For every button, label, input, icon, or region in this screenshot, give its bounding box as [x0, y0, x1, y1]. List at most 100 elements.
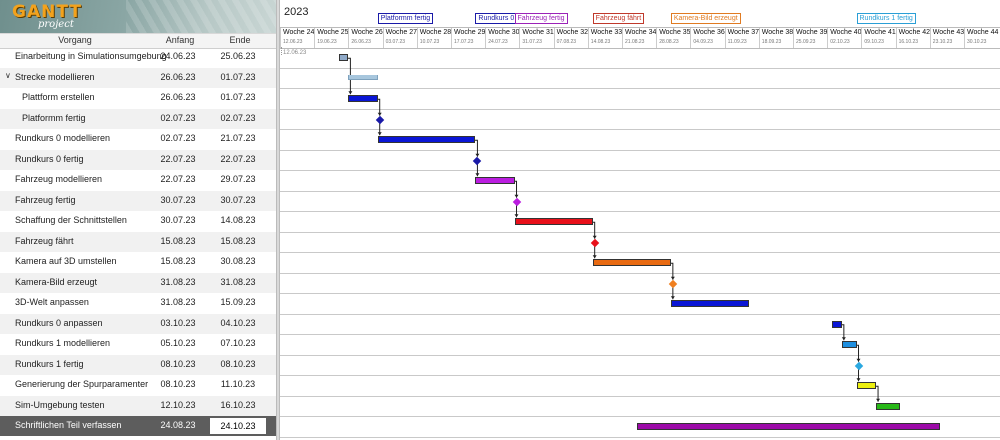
task-name: Schaffung der Schnittstellen — [15, 215, 127, 225]
week-name: Woche 36 — [693, 29, 725, 36]
row-gridline — [280, 293, 1000, 294]
task-row[interactable]: Schriftlichen Teil verfassen 24.08.23 24.1… — [0, 416, 276, 436]
task-name: Sim-Umgebung testen — [15, 399, 105, 410]
column-header-end[interactable]: Ende — [229, 35, 251, 45]
logo-hex-pattern — [126, 0, 276, 33]
week-date: 25.09.23 — [796, 39, 816, 45]
row-gridline — [280, 108, 1000, 110]
task-name: 3D-Welt anpassen — [15, 297, 89, 307]
task-row[interactable]: Sim-Umgebung testen 12.10.23 16.10.23 — [0, 395, 276, 416]
week-name: Woche 25 — [317, 29, 349, 36]
task-row[interactable]: 3D-Welt anpassen 31.08.23 15.09.23 — [0, 293, 276, 313]
row-gridline — [280, 416, 1000, 417]
milestone-header-label[interactable]: Fahrzeug fährt — [592, 13, 645, 24]
task-row[interactable]: Rundkurs 1 fertig 08.10.23 08.10.23 — [0, 354, 276, 375]
task-row[interactable]: Kamera-Bild erzeugt 31.08.23 31.08.23 — [0, 272, 276, 293]
task-bar[interactable] — [348, 95, 378, 103]
task-start-date: 24.06.23 — [160, 51, 196, 61]
task-start-date: 24.08.23 — [160, 420, 196, 430]
week-column: Woche 28 10.07.23 — [416, 28, 452, 48]
task-bar[interactable] — [338, 54, 349, 62]
today-marker — [281, 47, 282, 55]
task-bar[interactable] — [377, 136, 476, 144]
task-row[interactable]: Rundkurs 0 modellieren 02.07.23 21.07.23 — [0, 129, 276, 149]
milestone-header-label[interactable]: Rundkurs 1 fertig — [856, 13, 916, 24]
today-label: 12.06.23 — [283, 50, 307, 56]
task-name: Einarbeitung in Simulationsumgebung — [15, 51, 167, 61]
task-row[interactable]: Rundkurs 1 modellieren 05.10.23 07.10.23 — [0, 334, 276, 354]
row-gridline — [280, 170, 1000, 171]
task-end-date: 16.10.23 — [220, 399, 256, 410]
task-row[interactable]: Fahrzeug fährt 15.08.23 15.08.23 — [0, 231, 276, 252]
task-row[interactable]: Fahrzeug fertig 30.07.23 30.07.23 — [0, 190, 276, 211]
dependency-arrow — [855, 344, 860, 362]
week-date: 31.07.23 — [522, 39, 542, 45]
summary-bar[interactable] — [348, 74, 378, 80]
arrowhead-icon — [475, 173, 480, 177]
week-timeline: Woche 24 12.06.23 Woche 25 19.06.23 Woche 26… — [280, 27, 1000, 49]
task-row[interactable]: Fahrzeug modellieren 22.07.23 29.07.23 — [0, 170, 276, 190]
task-bar[interactable] — [856, 382, 877, 390]
milestone-header-label[interactable]: Kamera-Bild erzeugt — [670, 13, 741, 24]
task-bar[interactable] — [841, 341, 857, 349]
row-gridline — [280, 149, 1000, 151]
panel-splitter[interactable] — [276, 0, 280, 440]
column-header-start[interactable]: Anfang — [165, 35, 195, 45]
arrowhead-icon — [592, 255, 597, 259]
week-date: 17.07.23 — [454, 39, 474, 45]
task-start-date: 22.07.23 — [160, 153, 196, 164]
task-row[interactable]: Platformm fertig 02.07.23 02.07.23 — [0, 108, 276, 129]
task-bar[interactable] — [514, 218, 593, 226]
task-row[interactable]: Plattform erstellen 26.06.23 01.07.23 — [0, 88, 276, 108]
task-bar[interactable] — [592, 259, 671, 267]
task-bar[interactable] — [670, 300, 749, 308]
task-start-date: 31.08.23 — [160, 276, 196, 287]
week-name: Woche 32 — [556, 29, 588, 36]
week-name: Woche 26 — [351, 29, 383, 36]
task-row[interactable]: ∨ Strecke modellieren 26.06.23 01.07.23 — [0, 67, 276, 88]
column-header-task[interactable]: Vorgang — [58, 35, 92, 45]
task-row[interactable]: Rundkurs 0 anpassen 03.10.23 04.10.23 — [0, 313, 276, 334]
task-end-date: 04.10.23 — [220, 317, 256, 328]
arrowhead-icon — [876, 398, 881, 402]
week-name: Woche 39 — [796, 29, 828, 36]
task-row[interactable]: Rundkurs 0 fertig 22.07.23 22.07.23 — [0, 149, 276, 170]
task-end-date: 15.08.23 — [220, 235, 256, 246]
task-row[interactable]: Kamera auf 3D umstellen 15.08.23 30.08.23 — [0, 252, 276, 272]
task-bar[interactable] — [636, 423, 940, 431]
gantt-chart: 2023 Platformm fertig Rundkurs 0 fe Fahrze… — [280, 0, 1000, 440]
row-gridline — [280, 334, 1000, 335]
task-start-date: 02.07.23 — [160, 133, 196, 143]
task-name: Kamera-Bild erzeugt — [15, 276, 98, 287]
week-column: Woche 38 18.09.23 — [758, 28, 794, 48]
week-column: Woche 32 07.08.23 — [553, 28, 589, 48]
week-column: Woche 43 23.10.23 — [929, 28, 965, 48]
week-date: 21.08.23 — [625, 39, 645, 45]
task-row[interactable]: Schaffung der Schnittstellen 30.07.23 14.0… — [0, 211, 276, 231]
dependency-arrows — [347, 57, 881, 402]
task-bar[interactable] — [876, 402, 901, 410]
task-row[interactable]: Einarbeitung in Simulationsumgebung 24.06… — [0, 47, 276, 67]
task-bar[interactable] — [832, 320, 842, 328]
week-column: Woche 25 19.06.23 — [314, 28, 349, 48]
task-bar[interactable] — [475, 177, 515, 185]
task-end-date[interactable]: 24.10.23 — [210, 418, 266, 434]
arrowhead-icon — [856, 358, 861, 362]
row-gridline — [280, 313, 1000, 315]
expand-toggle-icon[interactable]: ∨ — [5, 70, 11, 80]
week-name: Woche 42 — [898, 29, 930, 36]
row-gridline — [280, 211, 1000, 212]
week-column: Woche 40 02.10.23 — [827, 28, 862, 48]
task-end-date: 14.08.23 — [220, 215, 256, 225]
row-gridline — [280, 395, 1000, 397]
task-end-date: 15.09.23 — [220, 297, 256, 307]
task-end-date: 07.10.23 — [220, 338, 256, 348]
task-start-date: 30.07.23 — [160, 215, 196, 225]
task-end-date: 31.08.23 — [220, 276, 256, 287]
week-column: Woche 24 12.06.23 — [280, 28, 315, 48]
week-date: 18.09.23 — [761, 39, 782, 45]
dependency-arrow — [875, 385, 879, 402]
milestone-header-label[interactable]: Platformm fertig — [377, 13, 434, 24]
milestone-header-label[interactable]: Fahrzeug fertig — [514, 13, 568, 24]
task-row[interactable]: Generierung der Spurparamenter 08.10.23 11… — [0, 375, 276, 395]
